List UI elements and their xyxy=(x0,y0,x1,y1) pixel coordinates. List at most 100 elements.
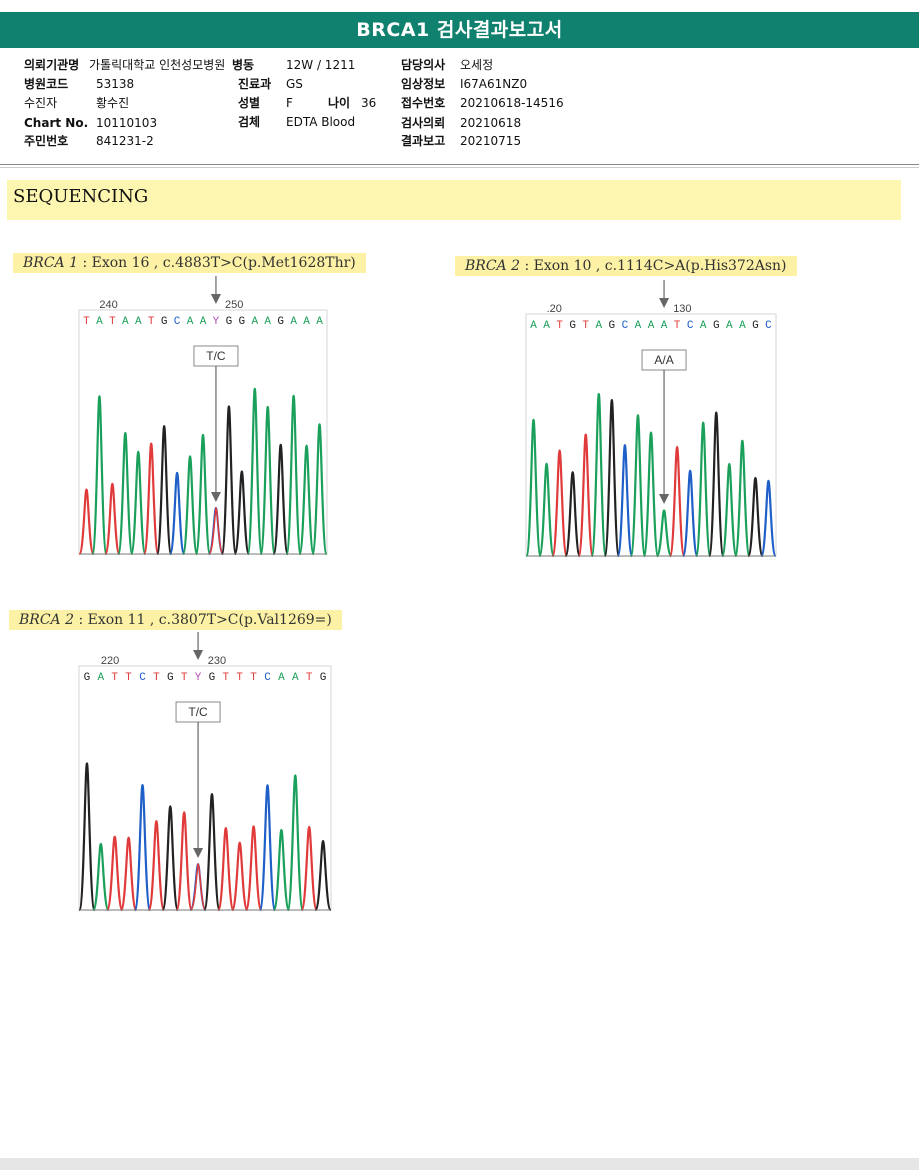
base-call: G xyxy=(209,672,216,684)
info-label: 병원코드 xyxy=(24,77,69,91)
variant-label-1: BRCA 1 : Exon 16 , c.4883T>C(p.Met1628Th… xyxy=(13,253,366,273)
arrow-icon xyxy=(193,650,204,660)
info-value: 10110103 xyxy=(96,116,158,130)
base-call: G xyxy=(752,320,759,332)
base-call: T xyxy=(556,320,563,332)
peak xyxy=(655,509,673,558)
variant-label-3: BRCA 2 : Exon 11 , c.3807T>C(p.Val1269=) xyxy=(9,610,342,630)
report-title: BRCA1 검사결과보고서 xyxy=(0,12,919,48)
section-title: SEQUENCING xyxy=(13,186,149,207)
peak xyxy=(300,825,318,912)
base-call: A xyxy=(292,672,299,684)
peak xyxy=(92,842,110,912)
peak xyxy=(147,820,166,912)
peak xyxy=(220,405,238,556)
peak xyxy=(259,405,276,556)
peak xyxy=(161,805,180,912)
info-label: 임상정보 xyxy=(401,77,446,91)
position-label: .20 xyxy=(547,303,562,315)
peak xyxy=(747,476,764,558)
base-call: A xyxy=(739,320,746,332)
base-call: A xyxy=(316,316,323,328)
peak xyxy=(564,471,581,558)
info-label: 병동 xyxy=(232,58,255,72)
peak xyxy=(105,835,124,912)
section-band xyxy=(7,180,901,220)
base-call: C xyxy=(174,316,181,328)
peak xyxy=(246,387,263,556)
chromatogram-1: 240 250 T A T A A T G C A A Y G G A A G A A A T/C xyxy=(78,276,328,558)
peak xyxy=(175,811,193,912)
info-value: 황수진 xyxy=(96,96,130,110)
divider xyxy=(0,164,919,165)
info-value: 20210618 xyxy=(460,116,522,130)
base-call: C xyxy=(687,320,694,332)
peak xyxy=(230,841,249,912)
peak xyxy=(668,445,686,558)
info-value: 20210715 xyxy=(460,134,522,148)
peak xyxy=(143,442,160,556)
peak xyxy=(681,469,699,558)
base-call: T xyxy=(148,316,155,328)
peak xyxy=(286,774,305,912)
base-call: A xyxy=(200,316,207,328)
peak xyxy=(285,394,302,556)
variant-label-2: BRCA 2 : Exon 10 , c.1114C>A(p.His372Asn… xyxy=(455,256,797,276)
info-label: 수진자 xyxy=(24,96,58,110)
peak xyxy=(642,431,660,558)
base-call: G xyxy=(569,320,576,332)
peak xyxy=(538,462,555,558)
position-label: 130 xyxy=(673,303,691,315)
info-label: 검체 xyxy=(238,115,261,129)
peak xyxy=(104,482,121,556)
genotype-label: T/C xyxy=(188,705,208,719)
peak xyxy=(629,414,647,558)
peak xyxy=(133,784,152,912)
position-label: 230 xyxy=(208,655,226,667)
arrow-icon xyxy=(193,848,204,858)
peak xyxy=(760,479,777,558)
peak xyxy=(707,411,725,558)
peak xyxy=(91,395,108,556)
peak xyxy=(155,425,173,556)
page-footer-bar xyxy=(0,1158,919,1170)
position-label: 250 xyxy=(225,299,243,311)
variant-detail: : Exon 10 , c.1114C>A(p.His372Asn) xyxy=(520,258,787,274)
base-call: A xyxy=(726,320,733,332)
base-call: A xyxy=(303,316,310,328)
peak xyxy=(181,455,199,556)
base-call: T xyxy=(250,672,257,684)
peak xyxy=(525,418,542,558)
base-call: G xyxy=(239,316,246,328)
base-call: A xyxy=(530,320,537,332)
peak xyxy=(603,399,621,558)
info-label: 검사의뢰 xyxy=(401,116,446,130)
variant-detail: : Exon 16 , c.4883T>C(p.Met1628Thr) xyxy=(78,255,356,271)
peak xyxy=(78,762,96,912)
info-row-institution: 의뢰기관명 가톨릭대학교 인천성모병원 xyxy=(24,56,225,74)
info-label: 담당의사 xyxy=(401,58,446,72)
base-call: G xyxy=(320,672,327,684)
base-call: G xyxy=(713,320,720,332)
chromatogram-2: .20 130 A A T G T A G C A A A T C A G A A G C A/A xyxy=(525,280,777,560)
info-label: 성별 xyxy=(238,96,261,110)
info-value: GS xyxy=(286,77,303,91)
peak xyxy=(734,439,751,558)
peak xyxy=(194,433,212,556)
base-call: A xyxy=(278,672,285,684)
peak xyxy=(272,443,289,556)
peak xyxy=(694,421,712,558)
peak xyxy=(577,433,595,558)
info-label: 접수번호 xyxy=(401,96,446,110)
base-call: T xyxy=(109,316,116,328)
info-value: 가톨릭대학교 인천성모병원 xyxy=(89,58,226,72)
position-label: 220 xyxy=(101,655,119,667)
base-call: G xyxy=(84,672,91,684)
base-call: A xyxy=(135,316,142,328)
base-call: C xyxy=(264,672,271,684)
peak xyxy=(203,793,221,912)
position-label: 240 xyxy=(99,299,117,311)
base-call: T xyxy=(83,316,90,328)
